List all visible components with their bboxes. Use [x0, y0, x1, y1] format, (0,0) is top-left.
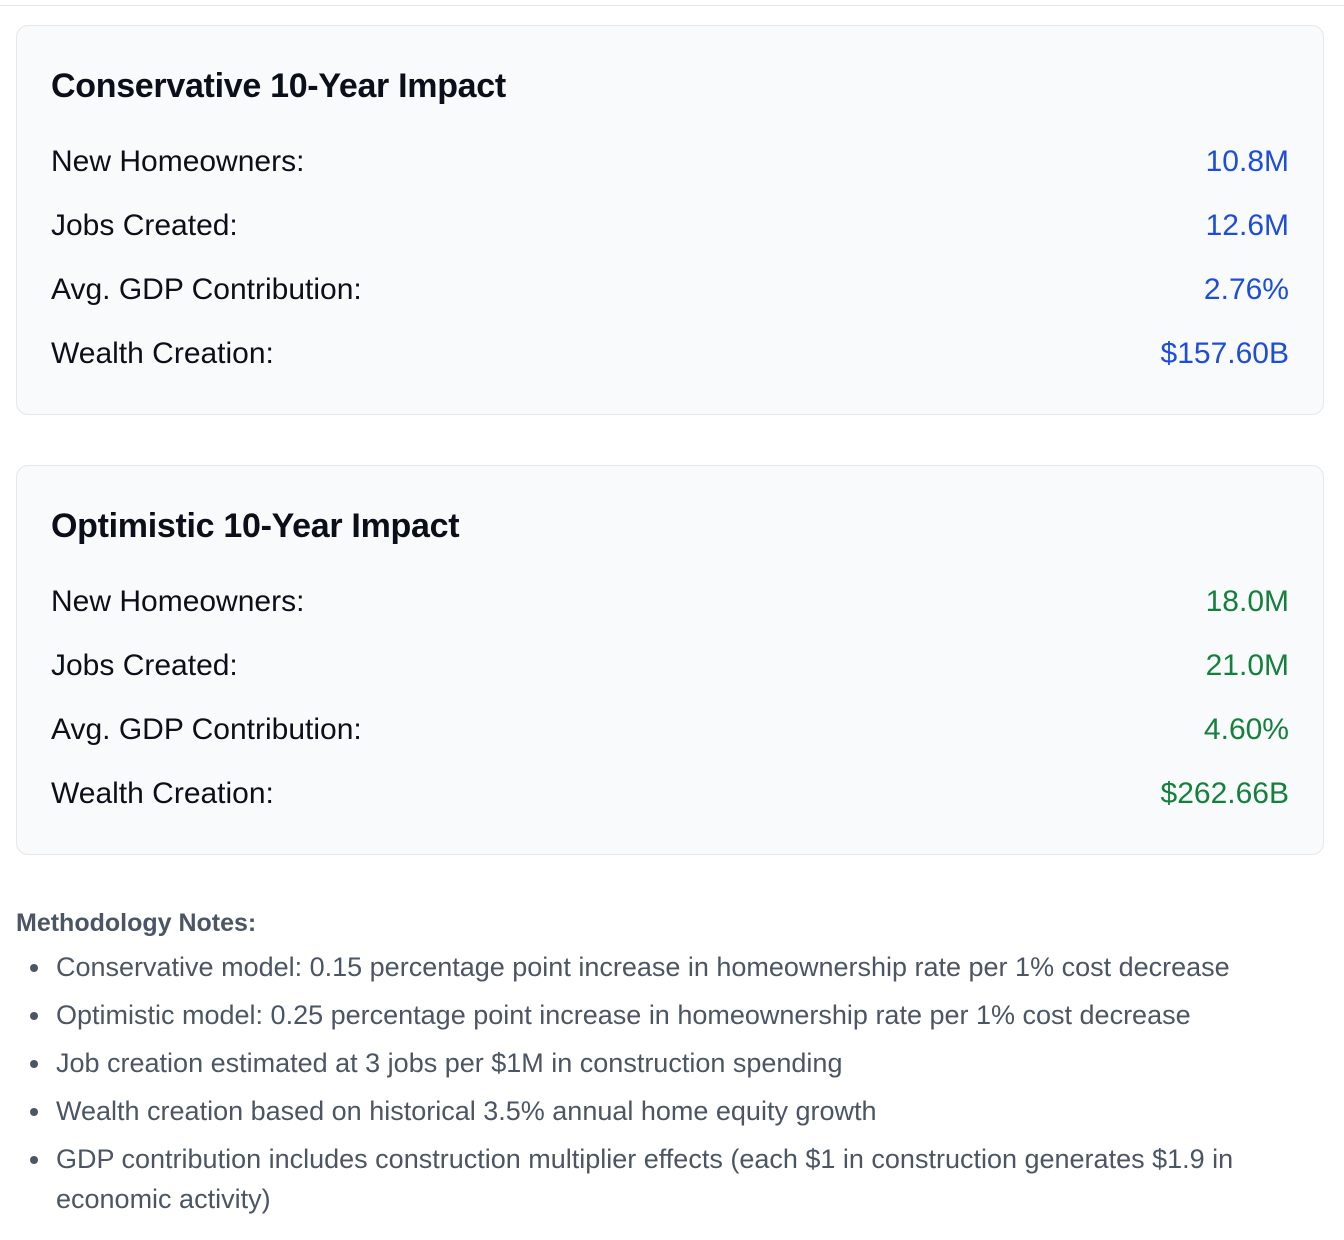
metric-value: 10.8M	[1205, 145, 1289, 178]
optimistic-impact-card: Optimistic 10-Year Impact New Homeowners…	[16, 465, 1324, 855]
conservative-row-jobs-created: Jobs Created: 12.6M	[51, 194, 1289, 258]
optimistic-row-wealth-creation: Wealth Creation: $262.66B	[51, 762, 1289, 826]
conservative-impact-card: Conservative 10-Year Impact New Homeowne…	[16, 25, 1324, 415]
metric-value: $157.60B	[1160, 337, 1289, 370]
metric-label: New Homeowners:	[51, 145, 305, 178]
impact-page: Conservative 10-Year Impact New Homeowne…	[16, 25, 1324, 1227]
metric-label: Avg. GDP Contribution:	[51, 713, 362, 746]
metric-value: 18.0M	[1205, 585, 1289, 618]
optimistic-row-gdp-contribution: Avg. GDP Contribution: 4.60%	[51, 698, 1289, 762]
list-item: Conservative model: 0.15 percentage poin…	[26, 947, 1324, 987]
conservative-row-new-homeowners: New Homeowners: 10.8M	[51, 130, 1289, 194]
metric-label: Jobs Created:	[51, 649, 238, 682]
list-item: Job creation estimated at 3 jobs per $1M…	[26, 1043, 1324, 1083]
metric-value: 21.0M	[1205, 649, 1289, 682]
list-item: Optimistic model: 0.25 percentage point …	[26, 995, 1324, 1035]
list-item: GDP contribution includes construction m…	[26, 1139, 1324, 1219]
metric-value: 12.6M	[1205, 209, 1289, 242]
optimistic-row-jobs-created: Jobs Created: 21.0M	[51, 634, 1289, 698]
metric-label: Wealth Creation:	[51, 777, 274, 810]
methodology-notes-list: Conservative model: 0.15 percentage poin…	[16, 947, 1324, 1219]
optimistic-card-title: Optimistic 10-Year Impact	[51, 507, 460, 545]
conservative-row-wealth-creation: Wealth Creation: $157.60B	[51, 322, 1289, 386]
optimistic-row-new-homeowners: New Homeowners: 18.0M	[51, 570, 1289, 634]
methodology-notes-title: Methodology Notes:	[16, 909, 257, 937]
metric-value: 2.76%	[1203, 273, 1289, 306]
metric-label: Wealth Creation:	[51, 337, 274, 370]
metric-value: 4.60%	[1203, 713, 1289, 746]
conservative-row-gdp-contribution: Avg. GDP Contribution: 2.76%	[51, 258, 1289, 322]
list-item: Wealth creation based on historical 3.5%…	[26, 1091, 1324, 1131]
metric-label: Avg. GDP Contribution:	[51, 273, 362, 306]
metric-value: $262.66B	[1160, 777, 1289, 810]
methodology-notes: Methodology Notes: Conservative model: 0…	[16, 905, 1324, 1219]
metric-label: New Homeowners:	[51, 585, 305, 618]
top-divider	[0, 0, 1344, 6]
conservative-card-title: Conservative 10-Year Impact	[51, 67, 506, 105]
metric-label: Jobs Created:	[51, 209, 238, 242]
